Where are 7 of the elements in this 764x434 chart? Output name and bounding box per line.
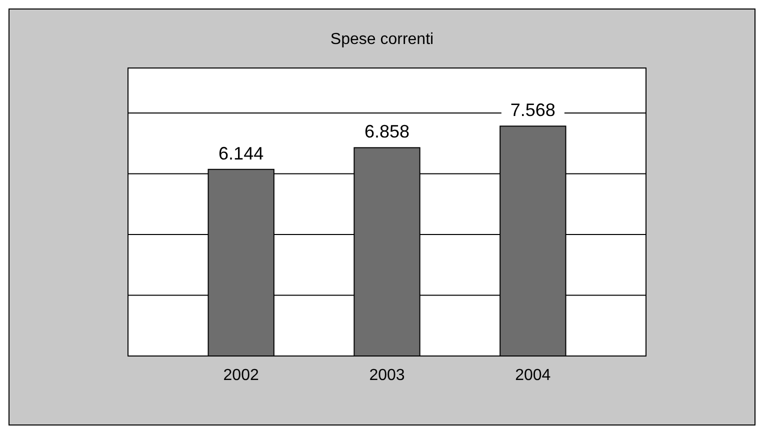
x-tick-label: 2002	[223, 367, 259, 384]
chart-title: Spese correnti	[330, 31, 434, 48]
x-tick-label: 2003	[369, 367, 405, 384]
data-label: 6.144	[218, 143, 264, 164]
data-label: 7.568	[510, 100, 556, 120]
x-tick-label: 2004	[515, 367, 551, 384]
data-label: 6.858	[364, 122, 410, 142]
